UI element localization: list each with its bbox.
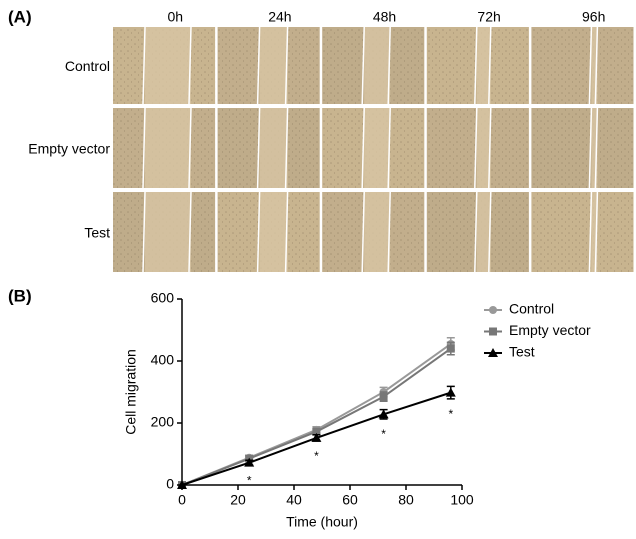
scratch-edge [488, 107, 492, 189]
micrograph-texture [531, 27, 634, 104]
marker [312, 427, 321, 436]
scratch [259, 27, 288, 104]
scratch-edge [256, 26, 261, 105]
scratch [476, 192, 491, 272]
column-label: 24h [268, 9, 291, 25]
scratch-edge [284, 26, 289, 105]
scratch [591, 192, 598, 272]
y-tick-label: 0 [166, 476, 174, 492]
scratch [364, 192, 391, 272]
scratch [259, 192, 288, 272]
y-axis-label: Cell migration [123, 349, 139, 435]
micrograph-texture [531, 108, 634, 188]
scratch-edge [361, 191, 365, 273]
scratch-edge [361, 26, 365, 105]
scratch-edge [188, 191, 192, 273]
legend-label: Control [509, 301, 554, 317]
panel-label: (A) [8, 7, 32, 26]
series-line [181, 343, 452, 486]
scratch-edge [488, 26, 492, 105]
scratch-edge [284, 191, 289, 273]
scratch-edge [256, 191, 261, 273]
column-label: 72h [477, 9, 500, 25]
marker [378, 409, 389, 419]
scratch-edge [284, 107, 289, 189]
marker [379, 392, 388, 401]
marker [244, 457, 255, 467]
row-label: Empty vector [28, 141, 110, 157]
scratch [259, 108, 288, 188]
marker [311, 432, 322, 442]
marker [489, 327, 497, 336]
significance-mark: * [381, 427, 386, 441]
chart: 0 200 400 600 0 20 40 60 80 100 Time (hour) Cell mi… [123, 290, 591, 530]
marker [446, 344, 455, 353]
scratch-edge [142, 191, 146, 273]
micrograph-texture [531, 192, 634, 272]
scratch-edge [488, 191, 492, 273]
scratch [145, 27, 191, 104]
scratch-edge [588, 26, 593, 105]
series-line [181, 347, 452, 486]
marker [488, 348, 498, 357]
scratch-edge [256, 107, 261, 189]
scratch-edge [387, 191, 391, 273]
scratch [145, 108, 191, 188]
scratch-edge [594, 107, 599, 189]
column-label: 96h [582, 9, 605, 25]
scratch-edge [387, 26, 391, 105]
y-tick-label: 400 [151, 352, 175, 368]
row-label: Test [84, 225, 110, 241]
legend-label: Empty vector [509, 322, 591, 338]
scratch [364, 27, 391, 104]
scratch [591, 108, 598, 188]
scratch-edge [188, 107, 192, 189]
scratch-edge [594, 191, 599, 273]
scratch [145, 192, 191, 272]
scratch-edge [474, 107, 478, 189]
scratch-edge [474, 191, 478, 273]
x-tick-label: 80 [398, 492, 414, 508]
significance-mark: * [314, 449, 319, 463]
scratch-edge [361, 107, 365, 189]
scratch-edge [142, 107, 146, 189]
significance-mark: * [247, 473, 252, 487]
scratch-edge [387, 107, 391, 189]
scratch-edge [142, 26, 146, 105]
scratch-edge [594, 26, 599, 105]
marker [177, 480, 187, 489]
image-grid: 0h 24h 48h 72h 96h Control Empty vector Test [28, 9, 634, 273]
marker [445, 387, 456, 397]
column-label: 48h [373, 9, 396, 25]
scratch-edge [588, 107, 593, 189]
scratch [476, 27, 491, 104]
panel-label: (B) [8, 286, 32, 305]
significance-mark: * [448, 407, 453, 421]
x-tick-label: 20 [230, 492, 246, 508]
scratch [591, 27, 598, 104]
scratch-edge [474, 26, 478, 105]
scratch [476, 108, 491, 188]
scratch-edge [188, 26, 192, 105]
column-label: 0h [168, 9, 184, 25]
x-axis-label: Time (hour) [286, 514, 358, 530]
marker [489, 306, 497, 314]
y-tick-label: 600 [151, 290, 175, 306]
x-tick-label: 60 [342, 492, 358, 508]
scratch [364, 108, 391, 188]
x-tick-label: 0 [178, 492, 186, 508]
x-tick-label: 40 [286, 492, 302, 508]
legend-label: Test [509, 344, 535, 360]
y-tick-label: 200 [151, 414, 175, 430]
scratch-edge [588, 191, 593, 273]
row-label: Control [65, 58, 110, 74]
x-tick-label: 100 [450, 492, 474, 508]
